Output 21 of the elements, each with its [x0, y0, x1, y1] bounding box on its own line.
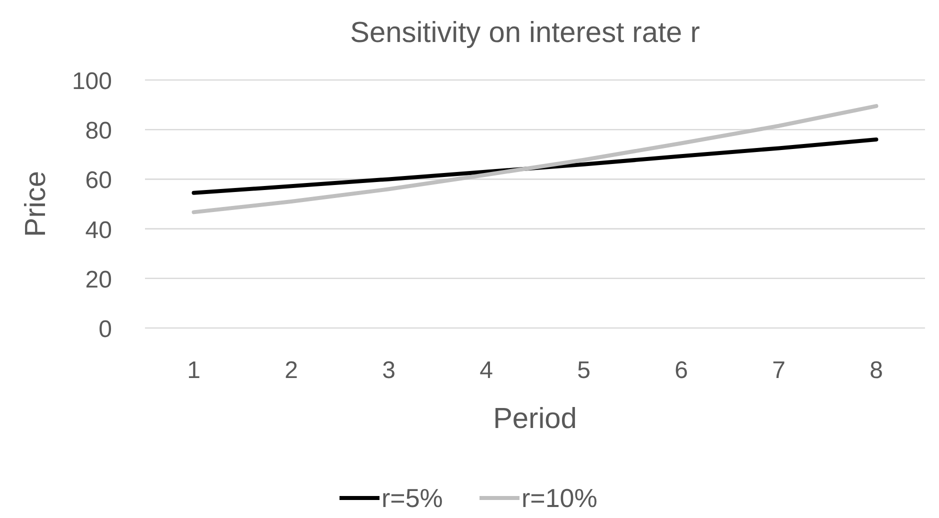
chart-title: Sensitivity on interest rate r [350, 17, 700, 49]
y-tick-label: 0 [98, 316, 112, 343]
legend-label: r=10% [522, 483, 598, 513]
y-tick-label: 40 [85, 216, 112, 244]
y-tick-label: 60 [85, 167, 112, 194]
x-tick-label: 5 [577, 357, 590, 384]
y-axis-title: Price [20, 170, 52, 238]
line-series [192, 138, 878, 195]
line-series [192, 104, 878, 214]
legend-label: r=5% [382, 483, 443, 513]
y-tick-label: 80 [85, 118, 112, 145]
x-tick-label: 2 [284, 357, 298, 384]
x-tick-label: 4 [480, 357, 493, 384]
x-tick-label: 8 [870, 357, 883, 384]
x-tick-label: 1 [187, 357, 200, 384]
x-tick-label: 6 [674, 357, 688, 384]
y-tick-label: 20 [85, 266, 112, 294]
x-tick-label: 3 [382, 357, 396, 384]
y-tick-label: 100 [72, 68, 112, 95]
x-tick-label: 7 [772, 357, 786, 384]
x-axis-title: Period [493, 403, 577, 435]
